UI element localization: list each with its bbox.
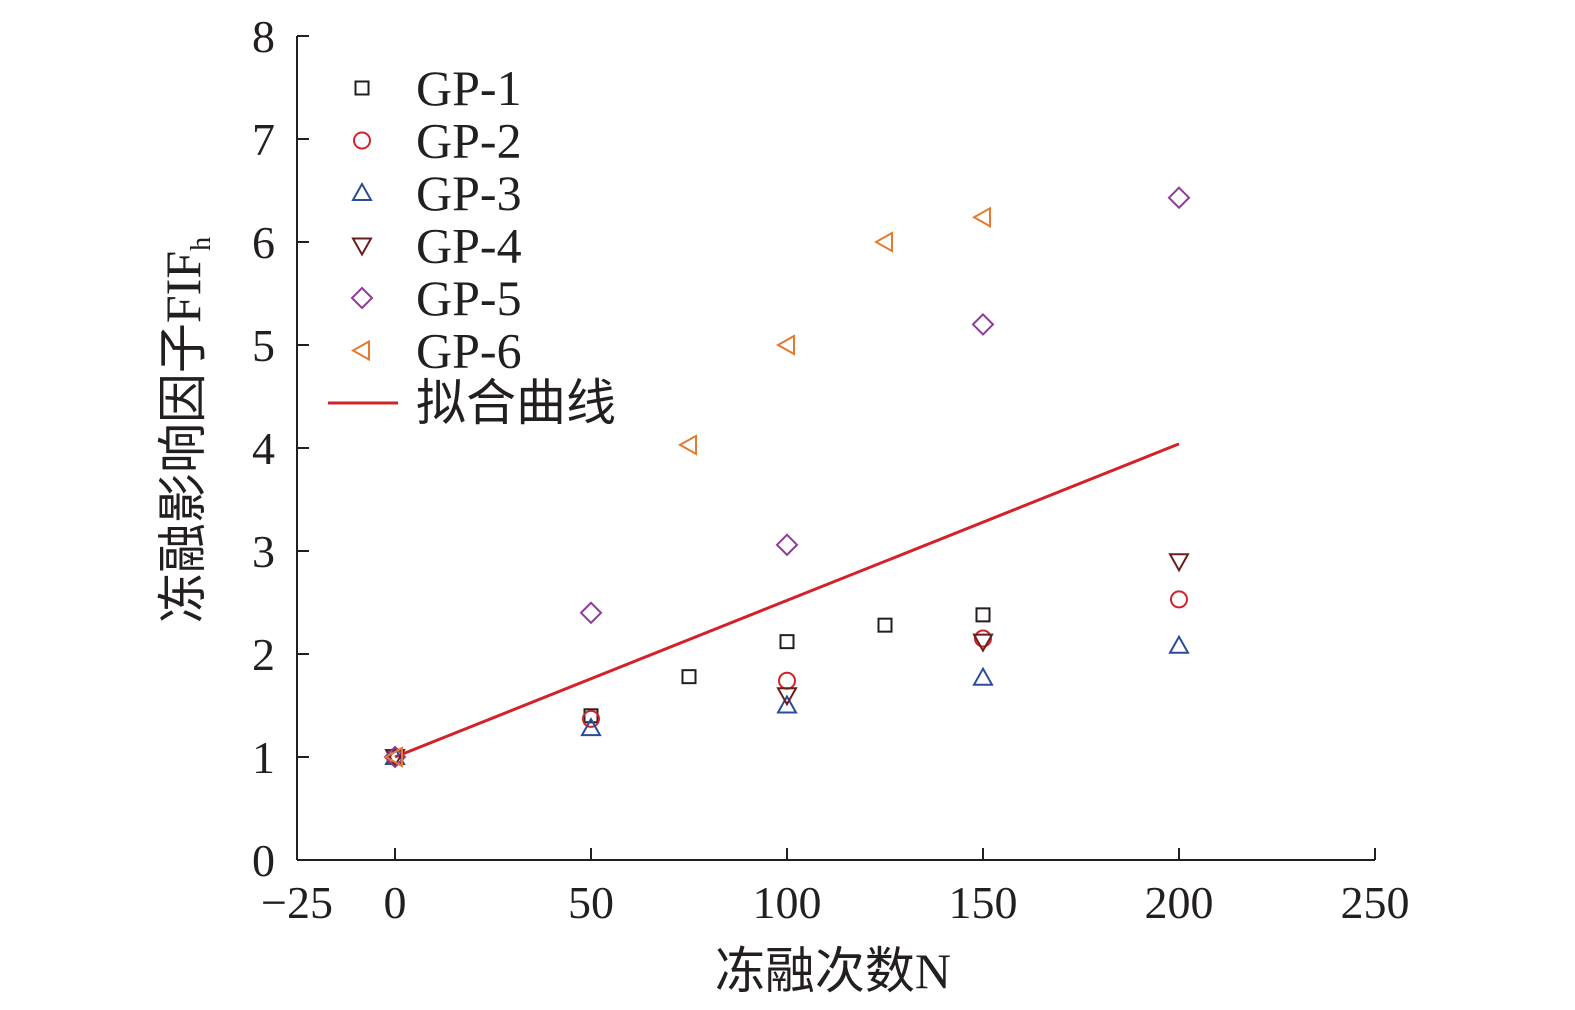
y-tick-label: 0 (252, 835, 275, 886)
x-tick-label: 100 (753, 877, 822, 928)
y-tick-label: 5 (252, 320, 275, 371)
y-tick-label: 2 (252, 629, 275, 680)
legend-marker-gp-5 (350, 286, 374, 310)
data-point-gp-4 (776, 687, 798, 707)
legend-label-gp-6: GP-6 (416, 323, 522, 379)
legend-marker-gp-2 (353, 131, 371, 150)
x-axis-title-text: 冻融次数N (715, 943, 951, 999)
y-tick-label: 3 (252, 526, 275, 577)
data-point-gp-1 (975, 607, 991, 623)
data-point-gp-2 (1170, 590, 1188, 609)
data-point-gp-3 (1168, 634, 1190, 654)
data-point-gp-3 (580, 717, 602, 737)
fit-line (394, 442, 1180, 759)
data-point-gp-6 (383, 746, 403, 768)
fit-line-group (394, 442, 1180, 759)
legend-label-fit-line: 拟合曲线 (416, 375, 616, 431)
data-point-gp-5 (971, 312, 995, 336)
legend-marker-gp-4 (351, 237, 373, 257)
x-axis-title: 冻融次数N (715, 943, 951, 999)
legend-label-gp-5: GP-5 (416, 270, 522, 326)
series-gp-6 (383, 206, 991, 768)
data-point-gp-1 (779, 634, 795, 650)
y-tick-label: 6 (252, 217, 275, 268)
data-point-gp-5 (775, 533, 799, 557)
y-axis-title-text: 冻融影响因子FIF (155, 251, 211, 623)
series-gp-1 (387, 607, 991, 765)
data-point-gp-5 (1167, 186, 1191, 210)
series-gp-2 (386, 590, 1188, 766)
legend-marker-gp-6 (350, 339, 370, 362)
legend-label-gp-1: GP-1 (416, 60, 522, 116)
series-gp-5 (383, 186, 1191, 769)
data-point-gp-2 (974, 629, 992, 648)
data-point-gp-6 (775, 334, 795, 356)
y-tick-label: 8 (252, 11, 275, 62)
data-point-gp-6 (873, 231, 893, 253)
legend-marker-gp-1 (354, 80, 370, 96)
data-point-gp-5 (579, 601, 603, 625)
data-point-gp-1 (877, 617, 893, 633)
data-point-gp-4 (384, 749, 406, 769)
legend-label-gp-2: GP-2 (416, 113, 522, 169)
series-gp-3 (384, 634, 1190, 765)
data-point-gp-2 (778, 671, 796, 690)
data-point-gp-6 (677, 434, 697, 456)
x-tick-label: 50 (568, 877, 614, 928)
data-point-gp-1 (681, 669, 697, 685)
y-tick-label: 4 (252, 423, 275, 474)
y-tick-label: 7 (252, 114, 275, 165)
data-point-gp-3 (972, 666, 994, 686)
y-axis-title: 冻融影响因子FIFh (155, 237, 217, 623)
series-gp-4 (384, 553, 1190, 769)
legend-marker-gp-3 (351, 181, 373, 201)
y-tick-label: 1 (252, 732, 275, 783)
data-point-gp-3 (776, 694, 798, 714)
x-tick-label: 200 (1145, 877, 1214, 928)
y-axis-title-subscript: h (186, 237, 217, 251)
data-point-gp-4 (1168, 553, 1190, 573)
data-point-gp-4 (972, 633, 994, 653)
x-tick-label: 0 (384, 877, 407, 928)
x-tick-label: 250 (1341, 877, 1410, 928)
data-point-gp-6 (971, 206, 991, 228)
data-point-gp-2 (582, 709, 600, 728)
legend-label-gp-4: GP-4 (416, 218, 522, 274)
x-tick-label: −25 (261, 877, 333, 928)
x-tick-label: 150 (949, 877, 1018, 928)
legend-label-gp-3: GP-3 (416, 165, 522, 221)
data-points (383, 186, 1191, 769)
